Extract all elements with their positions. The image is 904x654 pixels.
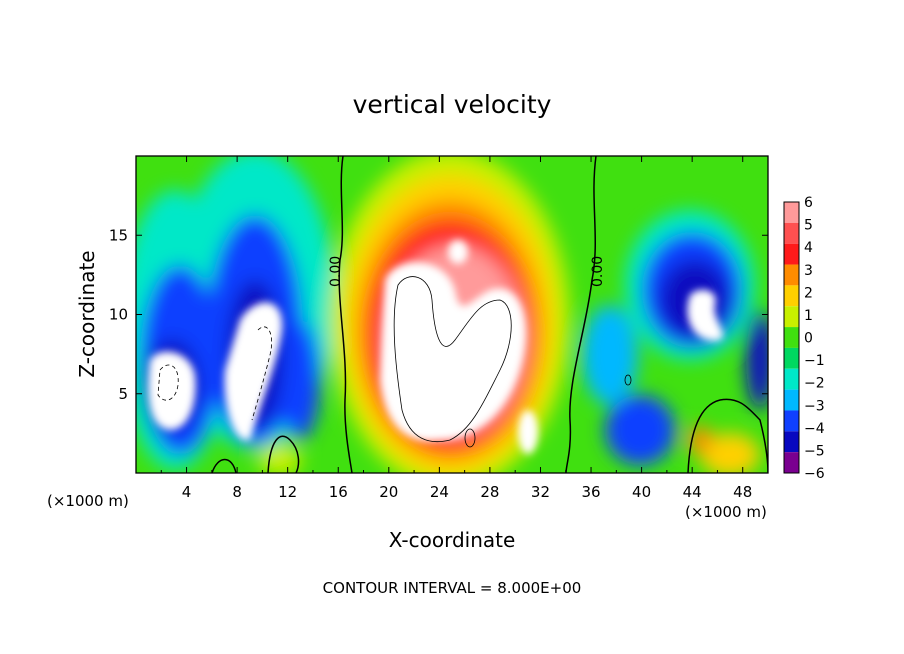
colorbar-label: 6 <box>804 195 813 211</box>
x-tick-label: 32 <box>531 483 550 501</box>
colorbar-swatch <box>784 243 799 265</box>
x-unit-right: (×1000 m) <box>685 503 767 521</box>
colorbar-swatch <box>784 264 799 286</box>
colorbar-swatch <box>784 222 799 244</box>
colorbar: 6 5 4 3 2 1 0 −1 −2 −3 −4 −5 −6 <box>783 195 825 482</box>
colorbar-swatch <box>784 410 799 432</box>
x-tick-label: 12 <box>278 483 297 501</box>
colorbar-label: −5 <box>804 443 825 459</box>
colorbar-swatch <box>784 327 799 348</box>
colorbar-label: −2 <box>804 376 825 392</box>
x-tick-label: 48 <box>733 483 752 501</box>
colorbar-label: 3 <box>804 263 813 279</box>
colorbar-label: 2 <box>804 285 813 301</box>
x-tick-label: 16 <box>329 483 348 501</box>
colorbar-label: −1 <box>804 353 825 369</box>
x-tick-label: 44 <box>683 483 702 501</box>
colorbar-label: 5 <box>804 218 813 234</box>
y-tick-label: 5 <box>118 385 128 403</box>
chart-title: vertical velocity <box>353 90 552 119</box>
x-tick-label: 36 <box>581 483 600 501</box>
colorbar-label: −4 <box>804 421 825 437</box>
colorbar-swatch <box>784 347 799 369</box>
colorbar-swatch <box>784 431 799 453</box>
inner-contours <box>157 276 632 448</box>
contour-label-group: 0.00 0.00 <box>328 256 606 287</box>
colorbar-swatch <box>784 389 799 411</box>
colorbar-label: −3 <box>804 398 825 414</box>
contour-lines <box>211 156 768 473</box>
x-tick-label: 20 <box>379 483 398 501</box>
colorbar-swatch <box>784 202 799 223</box>
contour-label: 0.00 <box>590 256 606 287</box>
contour-label: 0.00 <box>328 256 344 287</box>
colorbar-swatch <box>784 452 799 473</box>
x-tick-label: 4 <box>182 483 192 501</box>
x-axis-label: X-coordinate <box>389 528 516 552</box>
colorbar-swatch <box>784 285 799 307</box>
colorbar-label: −6 <box>804 466 825 482</box>
x-tick-label: 24 <box>430 483 449 501</box>
colorbar-frame <box>783 201 800 474</box>
y-axis: 5 10 15 <box>109 226 768 403</box>
heatmap-field <box>136 156 768 473</box>
y-tick-label: 10 <box>109 306 128 324</box>
y-axis-label: Z-coordinate <box>75 250 99 377</box>
x-tick-label: 8 <box>232 483 242 501</box>
contour-interval-note: CONTOUR INTERVAL = 8.000E+00 <box>323 579 582 597</box>
colorbar-label: 1 <box>804 308 813 324</box>
x-tick-label: 40 <box>632 483 651 501</box>
colorbar-label: 4 <box>804 240 813 256</box>
colorbar-swatch <box>784 368 799 390</box>
colorbar-label: 0 <box>804 331 813 347</box>
colorbar-swatch <box>784 306 799 328</box>
y-tick-label: 15 <box>109 226 128 244</box>
x-unit-left: (×1000 m) <box>47 492 129 510</box>
x-tick-label: 28 <box>480 483 499 501</box>
x-axis: 4 8 12 16 20 24 28 32 36 40 44 48 <box>160 156 752 501</box>
